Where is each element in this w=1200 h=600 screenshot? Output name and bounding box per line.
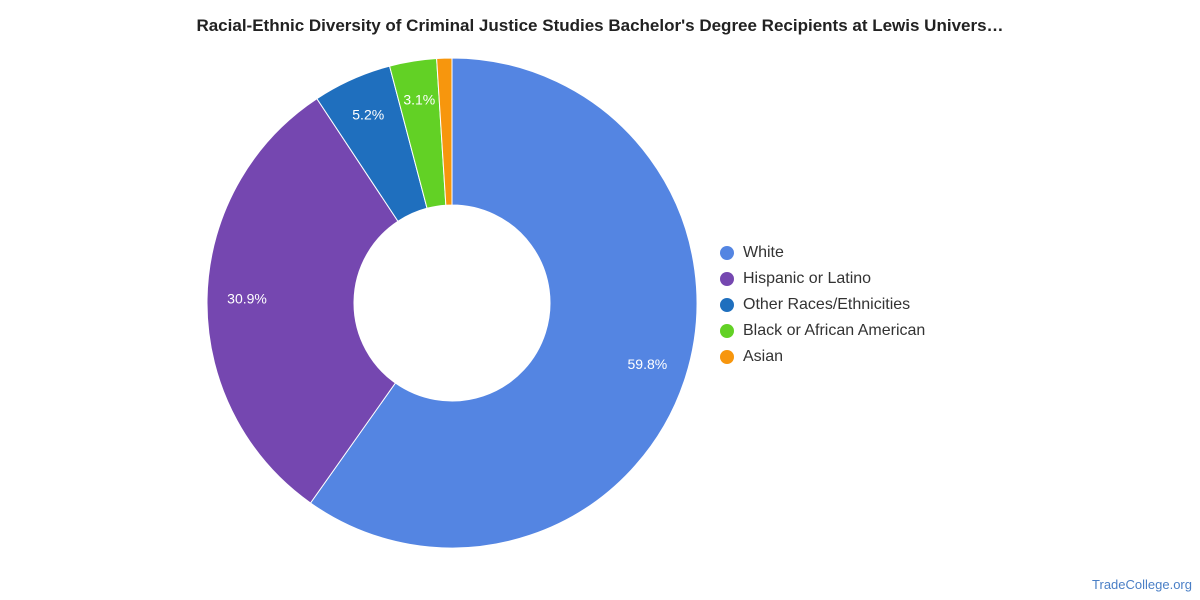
legend-item[interactable]: Hispanic or Latino [720, 266, 925, 292]
legend-item[interactable]: Asian [720, 344, 925, 370]
slice-value-label: 30.9% [227, 290, 267, 306]
chart-title: Racial-Ethnic Diversity of Criminal Just… [196, 16, 1004, 35]
slice-value-label: 5.2% [352, 107, 384, 123]
legend-item[interactable]: Other Races/Ethnicities [720, 292, 925, 318]
legend-item[interactable]: Black or African American [720, 318, 925, 344]
legend-swatch [720, 246, 734, 260]
legend-swatch [720, 298, 734, 312]
slice-hispanic-or-latino[interactable] [206, 97, 399, 504]
legend-label: White [743, 244, 784, 261]
legend-swatch [720, 272, 734, 286]
slice-value-label: 59.8% [628, 356, 668, 372]
slice-white[interactable] [309, 57, 698, 549]
chart-legend: White Hispanic or Latino Other Races/Ethni… [720, 240, 925, 370]
donut-slices [206, 57, 698, 549]
slice-labels: 59.8% 30.9% 5.2% 3.1% [227, 91, 667, 371]
legend-swatch [720, 324, 734, 338]
legend-item[interactable]: White [720, 240, 925, 266]
legend-swatch [720, 350, 734, 364]
slice-value-label: 3.1% [403, 91, 435, 107]
slice-asian[interactable] [436, 57, 453, 206]
legend-label: Black or African American [743, 322, 926, 339]
legend-label: Hispanic or Latino [743, 270, 872, 287]
legend-label: Other Races/Ethnicities [743, 296, 911, 313]
legend-label: Asian [743, 348, 784, 365]
source-watermark[interactable]: TradeCollege.org [1092, 577, 1192, 592]
